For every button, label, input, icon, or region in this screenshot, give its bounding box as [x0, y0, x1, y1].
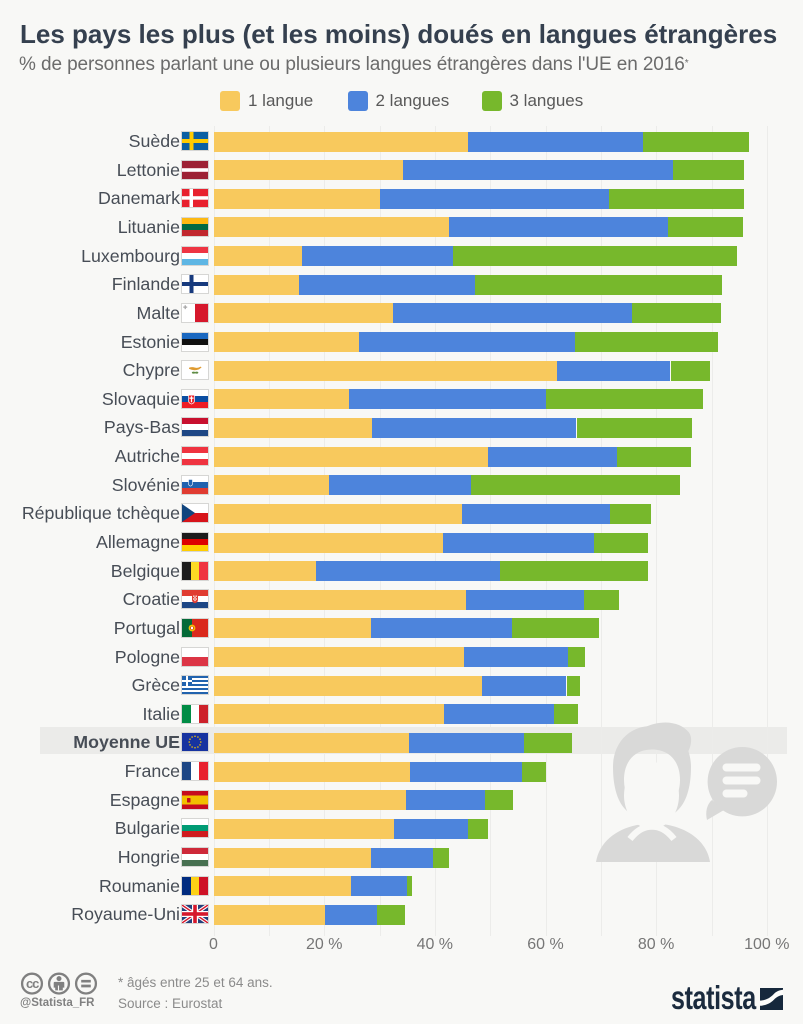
- svg-text:cc: cc: [26, 976, 39, 991]
